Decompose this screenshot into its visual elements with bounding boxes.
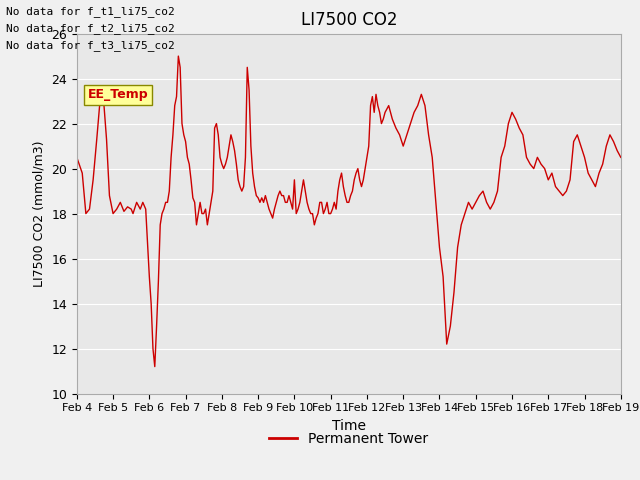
X-axis label: Time: Time — [332, 419, 366, 433]
Legend: Permanent Tower: Permanent Tower — [264, 426, 434, 452]
Text: EE_Temp: EE_Temp — [88, 88, 148, 101]
Title: LI7500 CO2: LI7500 CO2 — [301, 11, 397, 29]
Text: No data for f_t3_li75_co2: No data for f_t3_li75_co2 — [6, 40, 175, 51]
Y-axis label: LI7500 CO2 (mmol/m3): LI7500 CO2 (mmol/m3) — [33, 140, 45, 287]
Text: No data for f_t2_li75_co2: No data for f_t2_li75_co2 — [6, 23, 175, 34]
Text: No data for f_t1_li75_co2: No data for f_t1_li75_co2 — [6, 6, 175, 17]
